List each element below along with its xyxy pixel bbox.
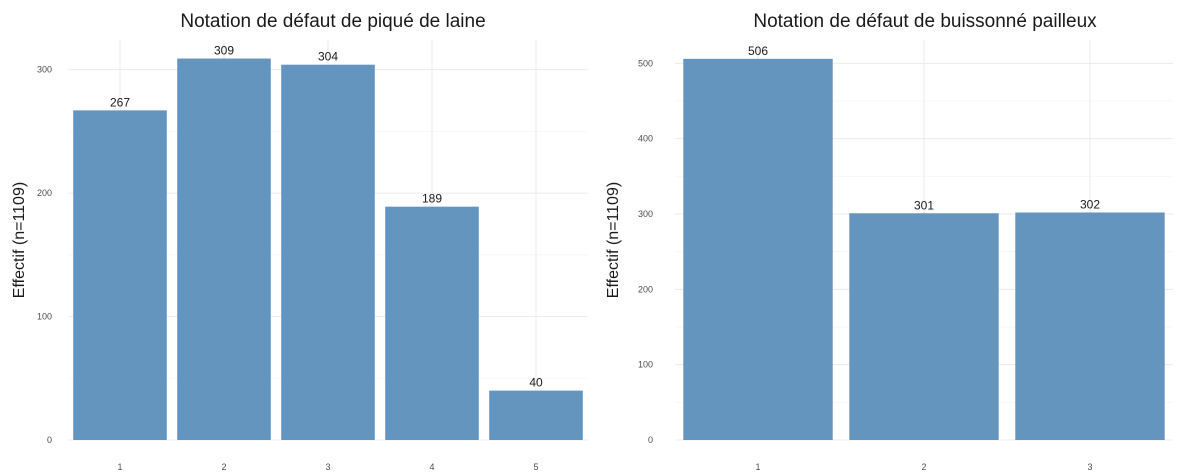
- y-tick-label: 200: [638, 284, 653, 294]
- x-tick-label: 5: [533, 462, 538, 472]
- y-axis-label: Effectif (n=1109): [11, 182, 28, 298]
- bar-value-label: 189: [422, 192, 442, 206]
- y-tick-label: 100: [638, 360, 653, 370]
- y-tick-label: 0: [47, 435, 52, 445]
- chart-panel-wool-pique: 0 100 200 300 267 1 309 2 304 3 189 4 40 5 Notation de…: [11, 11, 588, 472]
- bar: [683, 58, 833, 440]
- bar-chart-straw-bush: 0 100 200 300 400 500 506 1 301 2 302 3 Notation de …: [605, 11, 1173, 472]
- bar-value-label: 309: [214, 44, 234, 58]
- x-tick-label: 3: [325, 462, 330, 472]
- chart-panel-straw-bush: 0 100 200 300 400 500 506 1 301 2 302 3 Notation de …: [595, 0, 1189, 475]
- x-tick-label: 3: [1087, 462, 1092, 472]
- chart-title: Notation de défaut de piqué de laine: [180, 11, 485, 32]
- y-tick-label: 0: [648, 435, 653, 445]
- y-tick-label: 100: [37, 312, 52, 322]
- bar: [177, 58, 271, 440]
- y-tick-label: 400: [638, 134, 653, 144]
- bar: [1015, 212, 1165, 440]
- y-tick-label: 300: [37, 65, 52, 75]
- bar-value-label: 302: [1080, 198, 1100, 212]
- bar: [489, 390, 583, 440]
- chart-title: Notation de défaut de buissonné pailleux: [753, 11, 1097, 32]
- bar: [849, 213, 999, 440]
- bar-value-label: 40: [529, 376, 543, 390]
- y-tick-label: 300: [638, 209, 653, 219]
- x-tick-label: 1: [755, 462, 760, 472]
- y-axis-label: Effectif (n=1109): [605, 182, 622, 298]
- x-tick-label: 1: [117, 462, 122, 472]
- bar-chart-wool-pique: 0 100 200 300 267 1 309 2 304 3 189 4 40 5 Notation de…: [11, 11, 588, 472]
- bar-value-label: 506: [748, 44, 768, 58]
- bar: [73, 110, 167, 441]
- bar: [281, 64, 375, 441]
- y-tick-label: 500: [638, 58, 653, 68]
- bar-value-label: 304: [318, 50, 338, 64]
- x-tick-label: 4: [429, 462, 434, 472]
- x-tick-label: 2: [921, 462, 926, 472]
- bar-value-label: 267: [110, 95, 130, 109]
- bar-value-label: 301: [914, 198, 934, 212]
- y-tick-label: 200: [37, 188, 52, 198]
- bar: [385, 206, 479, 440]
- x-tick-label: 2: [221, 462, 226, 472]
